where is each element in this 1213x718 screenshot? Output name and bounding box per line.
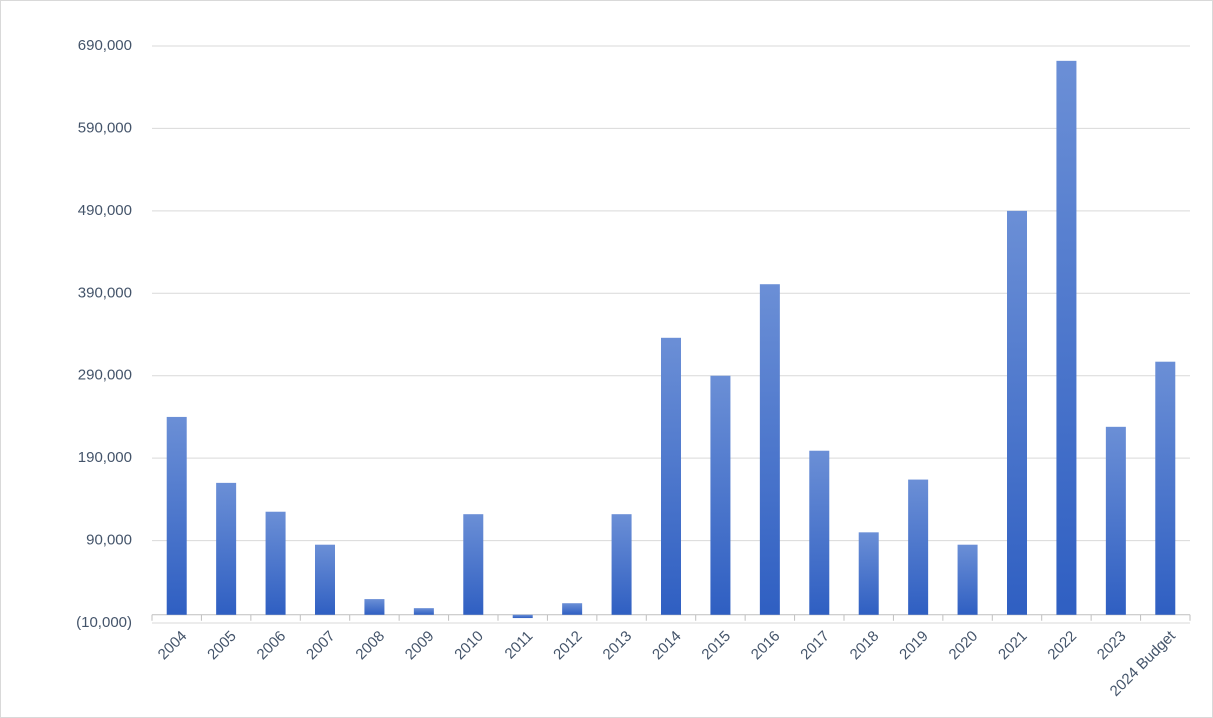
bar — [1155, 361, 1176, 615]
bar — [611, 514, 632, 615]
bar — [957, 544, 978, 615]
bar — [908, 479, 929, 615]
bar — [265, 511, 286, 615]
bar — [759, 284, 780, 615]
bar — [1007, 210, 1027, 615]
bar — [166, 416, 187, 615]
y-tick-label: 290,000 — [78, 367, 132, 384]
y-tick-label: 190,000 — [78, 449, 132, 466]
bar — [315, 544, 335, 615]
bar — [1056, 60, 1077, 615]
y-tick-label: 690,000 — [78, 37, 132, 54]
bar — [661, 337, 681, 615]
bar — [413, 608, 434, 615]
bar — [1105, 426, 1126, 615]
bar — [858, 532, 879, 615]
bar — [364, 599, 385, 615]
y-tick-label: 390,000 — [78, 284, 132, 301]
y-tick-label: 590,000 — [78, 119, 132, 136]
bar — [216, 482, 237, 615]
bar — [710, 375, 731, 615]
y-tick-label: (10,000) — [76, 614, 132, 631]
bar — [562, 603, 583, 615]
bar — [463, 514, 484, 615]
y-tick-label: 490,000 — [78, 202, 132, 219]
bar — [512, 614, 533, 619]
bar — [809, 450, 830, 615]
y-tick-label: 90,000 — [86, 532, 132, 549]
